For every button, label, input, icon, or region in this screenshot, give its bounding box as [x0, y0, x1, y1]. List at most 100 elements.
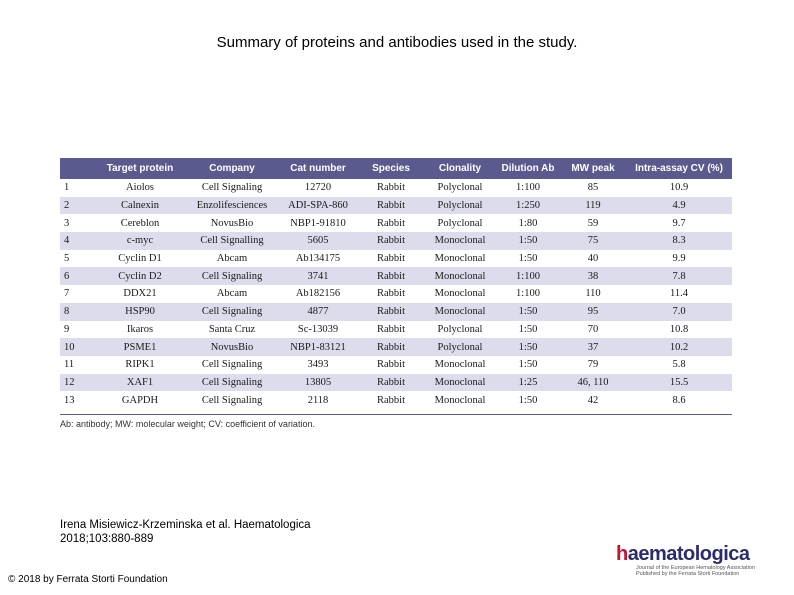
citation: Irena Misiewicz-Krzeminska et al. Haemat… — [60, 518, 311, 546]
table-cell: Cell Signaling — [186, 267, 278, 286]
table-cell: Rabbit — [358, 320, 424, 339]
table-row: 12 XAF1 Cell Signaling 13805 Rabbit Monoclona… — [60, 373, 732, 392]
table-cell: 5.8 — [626, 355, 732, 374]
table-cell: PSME1 — [94, 338, 186, 356]
table-cell: 10.8 — [626, 320, 732, 339]
table-cell: 119 — [560, 196, 626, 215]
table-cell: 1:50 — [496, 232, 560, 250]
table-cell: 1:50 — [496, 320, 560, 339]
table-cell: Abcam — [186, 249, 278, 268]
haematologica-logo: haematologica Journal of the European He… — [606, 543, 786, 577]
table-cell: 3741 — [278, 267, 358, 286]
slide-title: Summary of proteins and antibodies used … — [216, 34, 578, 51]
table-cell: Rabbit — [358, 285, 424, 303]
table-cell: Ab182156 — [278, 285, 358, 303]
table-cell: Monoclonal — [424, 373, 496, 392]
citation-reference: 2018;103:880-889 — [60, 533, 154, 545]
table-row: 8 HSP90 Cell Signaling 4877 Rabbit Monoclonal… — [60, 302, 732, 321]
table-header-cell: Dilution Ab — [496, 158, 560, 179]
table-cell: Ikaros — [94, 320, 186, 339]
table-cell: 2 — [60, 196, 94, 215]
table-cell: NBP1-91810 — [278, 214, 358, 233]
table-cell: Rabbit — [358, 196, 424, 215]
table-cell: 37 — [560, 338, 626, 356]
table-cell: 8.6 — [626, 391, 732, 409]
table-header-cell: Cat number — [278, 158, 358, 179]
table-cell: 1:25 — [496, 373, 560, 392]
table-cell: Rabbit — [358, 338, 424, 356]
table-cell: 11.4 — [626, 285, 732, 303]
table-cell: 10.2 — [626, 338, 732, 356]
table-row: 13 GAPDH Cell Signaling 2118 Rabbit Monoclona… — [60, 391, 732, 409]
logo-wordmark: haematologica — [616, 543, 750, 565]
table-cell: 1:50 — [496, 302, 560, 321]
table-cell: 1:50 — [496, 338, 560, 356]
table-cell: 5605 — [278, 232, 358, 250]
table-cell: 12720 — [278, 179, 358, 197]
table-header-cell: Intra-assay CV (%) — [626, 158, 732, 179]
table-header-cell: Company — [186, 158, 278, 179]
table-row: 6 Cyclin D2 Cell Signaling 3741 Rabbit Monocl… — [60, 267, 732, 286]
table-cell: Polyclonal — [424, 338, 496, 356]
table-cell: 38 — [560, 267, 626, 286]
table-cell: 1:100 — [496, 285, 560, 303]
table-header-cell: Species — [358, 158, 424, 179]
table-cell: Rabbit — [358, 355, 424, 374]
table-cell: Monoclonal — [424, 267, 496, 286]
table-cell: Abcam — [186, 285, 278, 303]
table-cell: 1 — [60, 179, 94, 197]
table-cell: 79 — [560, 355, 626, 374]
table-cell: 1:100 — [496, 179, 560, 197]
table-cell: 1:250 — [496, 196, 560, 215]
table-cell: Cell Signaling — [186, 391, 278, 409]
table-cell: Rabbit — [358, 232, 424, 250]
table-cell: 13805 — [278, 373, 358, 392]
table-cell: Rabbit — [358, 373, 424, 392]
table-cell: 4.9 — [626, 196, 732, 215]
table-cell: Monoclonal — [424, 232, 496, 250]
table-cell: Sc-13039 — [278, 320, 358, 339]
table-row: 3 Cereblon NovusBio NBP1-91810 Rabbit Polyclo… — [60, 214, 732, 233]
table-cell: Cell Signalling — [186, 232, 278, 250]
table-footnote: Ab: antibody; MW: molecular weight; CV: … — [60, 413, 732, 429]
table-cell: 85 — [560, 179, 626, 197]
table-row: 9 Ikaros Santa Cruz Sc-13039 Rabbit Polyclona… — [60, 320, 732, 339]
table-header-cell: Target protein — [94, 158, 186, 179]
table-cell: 70 — [560, 320, 626, 339]
table-cell: 1:80 — [496, 214, 560, 233]
table-cell: NovusBio — [186, 214, 278, 233]
table-cell: Polyclonal — [424, 179, 496, 197]
table-cell: RIPK1 — [94, 355, 186, 374]
table-cell: Enzolifesciences — [186, 196, 278, 215]
table-cell: Cell Signaling — [186, 302, 278, 321]
table-cell: Rabbit — [358, 179, 424, 197]
table-cell: Cyclin D1 — [94, 249, 186, 268]
table-cell: Cell Signaling — [186, 179, 278, 197]
table-cell: 12 — [60, 373, 94, 392]
table-cell: DDX21 — [94, 285, 186, 303]
table-header-cell — [60, 158, 94, 179]
table-cell: 6 — [60, 267, 94, 286]
copyright-notice: © 2018 by Ferrata Storti Foundation — [8, 574, 168, 585]
protein-table-figure: Target protein Company Cat number Species Cl… — [60, 158, 732, 429]
logo-subtitle: Journal of the European Hematology Assoc… — [636, 565, 755, 577]
table-cell: 7.0 — [626, 302, 732, 321]
table-header-cell: MW peak — [560, 158, 626, 179]
table-cell: Polyclonal — [424, 214, 496, 233]
table-cell: HSP90 — [94, 302, 186, 321]
table-cell: Rabbit — [358, 267, 424, 286]
citation-authors: Irena Misiewicz-Krzeminska et al. Haemat… — [60, 519, 311, 531]
table-cell: 9.7 — [626, 214, 732, 233]
table-cell: Ab134175 — [278, 249, 358, 268]
table-cell: Rabbit — [358, 302, 424, 321]
table-cell: Polyclonal — [424, 196, 496, 215]
table-cell: 13 — [60, 391, 94, 409]
table-cell: Monoclonal — [424, 249, 496, 268]
table-cell: 40 — [560, 249, 626, 268]
table-cell: 9 — [60, 320, 94, 339]
table-cell: XAF1 — [94, 373, 186, 392]
table-cell: 7 — [60, 285, 94, 303]
table-cell: Cereblon — [94, 214, 186, 233]
table-cell: Santa Cruz — [186, 320, 278, 339]
table-cell: 15.5 — [626, 373, 732, 392]
